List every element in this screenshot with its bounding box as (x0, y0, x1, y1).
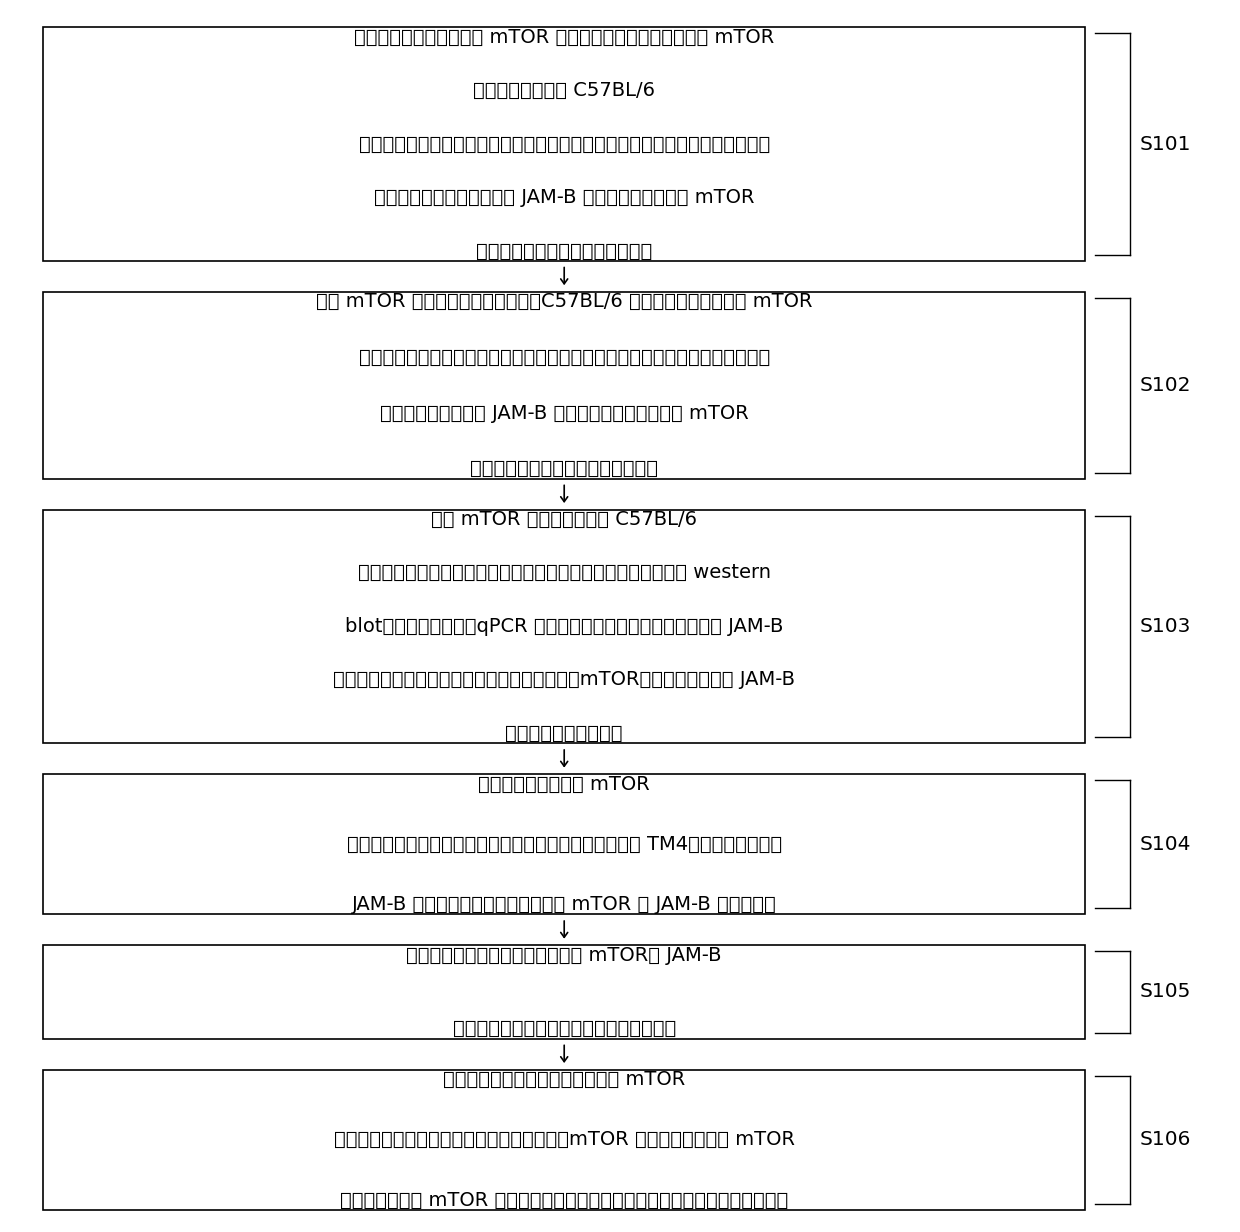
Bar (43, 945, 1085, 1039)
Text: 的活化作用后，进一步探寻其可能活化机制: 的活化作用后，进一步探寻其可能活化机制 (453, 1019, 676, 1039)
Text: 单抗刺激小鼠曲精小管原代培养细胞系和小鼠支持细胞株 TM4；比较两刺激组间: 单抗刺激小鼠曲精小管原代培养细胞系和小鼠支持细胞株 TM4；比较两刺激组间 (347, 835, 781, 854)
Text: 对缺氧性血睾屏障通透模型的影响: 对缺氧性血睾屏障通透模型的影响 (476, 241, 652, 260)
Text: 小鼠的曲精小管支持细胞作为研究对象。体外低氧暴露下，运用 western: 小鼠的曲精小管支持细胞作为研究对象。体外低氧暴露下，运用 western (357, 563, 771, 583)
Text: S102: S102 (1140, 376, 1192, 394)
Text: 的调节作用和分子机制: 的调节作用和分子机制 (506, 724, 622, 743)
Bar (43, 1069, 1085, 1210)
Text: JAM-B 的表达水平，进一步深入明确 mTOR 对 JAM-B 的调节作用: JAM-B 的表达水平，进一步深入明确 mTOR 对 JAM-B 的调节作用 (352, 896, 776, 914)
Text: 分离 mTOR 基因敲除小鼠和 C57BL/6: 分离 mTOR 基因敲除小鼠和 C57BL/6 (432, 510, 697, 529)
Text: 阻断剂处理；另一组以生理盐水作为对照；比较两处理组小鼠在低氧诱导后，曲: 阻断剂处理；另一组以生理盐水作为对照；比较两处理组小鼠在低氧诱导后，曲 (358, 347, 770, 367)
Text: 体外低氧单独或联合 mTOR: 体外低氧单独或联合 mTOR (479, 775, 650, 793)
Bar (43, 774, 1085, 914)
Bar (43, 27, 1085, 261)
Bar (43, 510, 1085, 743)
Text: 在明确缺氧性血睾屏障通透模型中 mTOR: 在明确缺氧性血睾屏障通透模型中 mTOR (443, 1069, 686, 1089)
Text: S104: S104 (1140, 835, 1192, 854)
Text: S106: S106 (1140, 1130, 1190, 1149)
Text: S105: S105 (1140, 982, 1190, 1002)
Text: 作用后，运用野生型小鼠作为研究对象，使用mTOR 重组蛋白体内促进 mTOR: 作用后，运用野生型小鼠作为研究对象，使用mTOR 重组蛋白体内促进 mTOR (334, 1130, 795, 1149)
Text: 在缺氧性血睾屏障通透中的重要作用: 在缺氧性血睾屏障通透中的重要作用 (470, 460, 658, 478)
Text: 的能力，体外佐证缺氧性血睾屏障通透模型中，mTOR抑制支持细胞表达 JAM-B: 的能力，体外佐证缺氧性血睾屏障通透模型中，mTOR抑制支持细胞表达 JAM-B (334, 670, 795, 690)
Text: 结合临床缺氧曝露下睾丸 mTOR 下调的结果，使用睾丸特异性 mTOR: 结合临床缺氧曝露下睾丸 mTOR 下调的结果，使用睾丸特异性 mTOR (355, 27, 774, 47)
Text: 小鼠作为研究对象。通过低氧诱导构建缺氧性血睾屏障通透模型，分析比较两种: 小鼠作为研究对象。通过低氧诱导构建缺氧性血睾屏障通透模型，分析比较两种 (358, 134, 770, 154)
Text: blot、免疫细胞化学、qPCR 技术，比较刺激后两组支持细胞分泌 JAM-B: blot、免疫细胞化学、qPCR 技术，比较刺激后两组支持细胞分泌 JAM-B (345, 617, 784, 636)
Text: 表达，分析比较 mTOR 对缺氧性血睾屏障通透潜在的治疗意义和可能的治疗效果: 表达，分析比较 mTOR 对缺氧性血睾屏障通透潜在的治疗意义和可能的治疗效果 (340, 1190, 789, 1210)
Text: 运用 mTOR 阻断剂作为研究手段，将C57BL/6 小鼠分为两组。一组行 mTOR: 运用 mTOR 阻断剂作为研究手段，将C57BL/6 小鼠分为两组。一组行 mT… (316, 292, 812, 310)
Text: 小鼠的曲精小管病损情况和 JAM-B 表达水平，初步了解 mTOR: 小鼠的曲精小管病损情况和 JAM-B 表达水平，初步了解 mTOR (374, 188, 754, 207)
Text: S103: S103 (1140, 617, 1190, 636)
Text: 精小管的病损程度及 JAM-B 的表达水平，进一步确定 mTOR: 精小管的病损程度及 JAM-B 的表达水平，进一步确定 mTOR (379, 404, 749, 423)
Text: S101: S101 (1140, 134, 1192, 154)
Bar (43, 292, 1085, 479)
Text: 单基因敲除小鼠和 C57BL/6: 单基因敲除小鼠和 C57BL/6 (474, 81, 655, 100)
Text: 在明确缺氧性血睾屏障通透模型中 mTOR对 JAM-B: 在明确缺氧性血睾屏障通透模型中 mTOR对 JAM-B (407, 946, 722, 965)
